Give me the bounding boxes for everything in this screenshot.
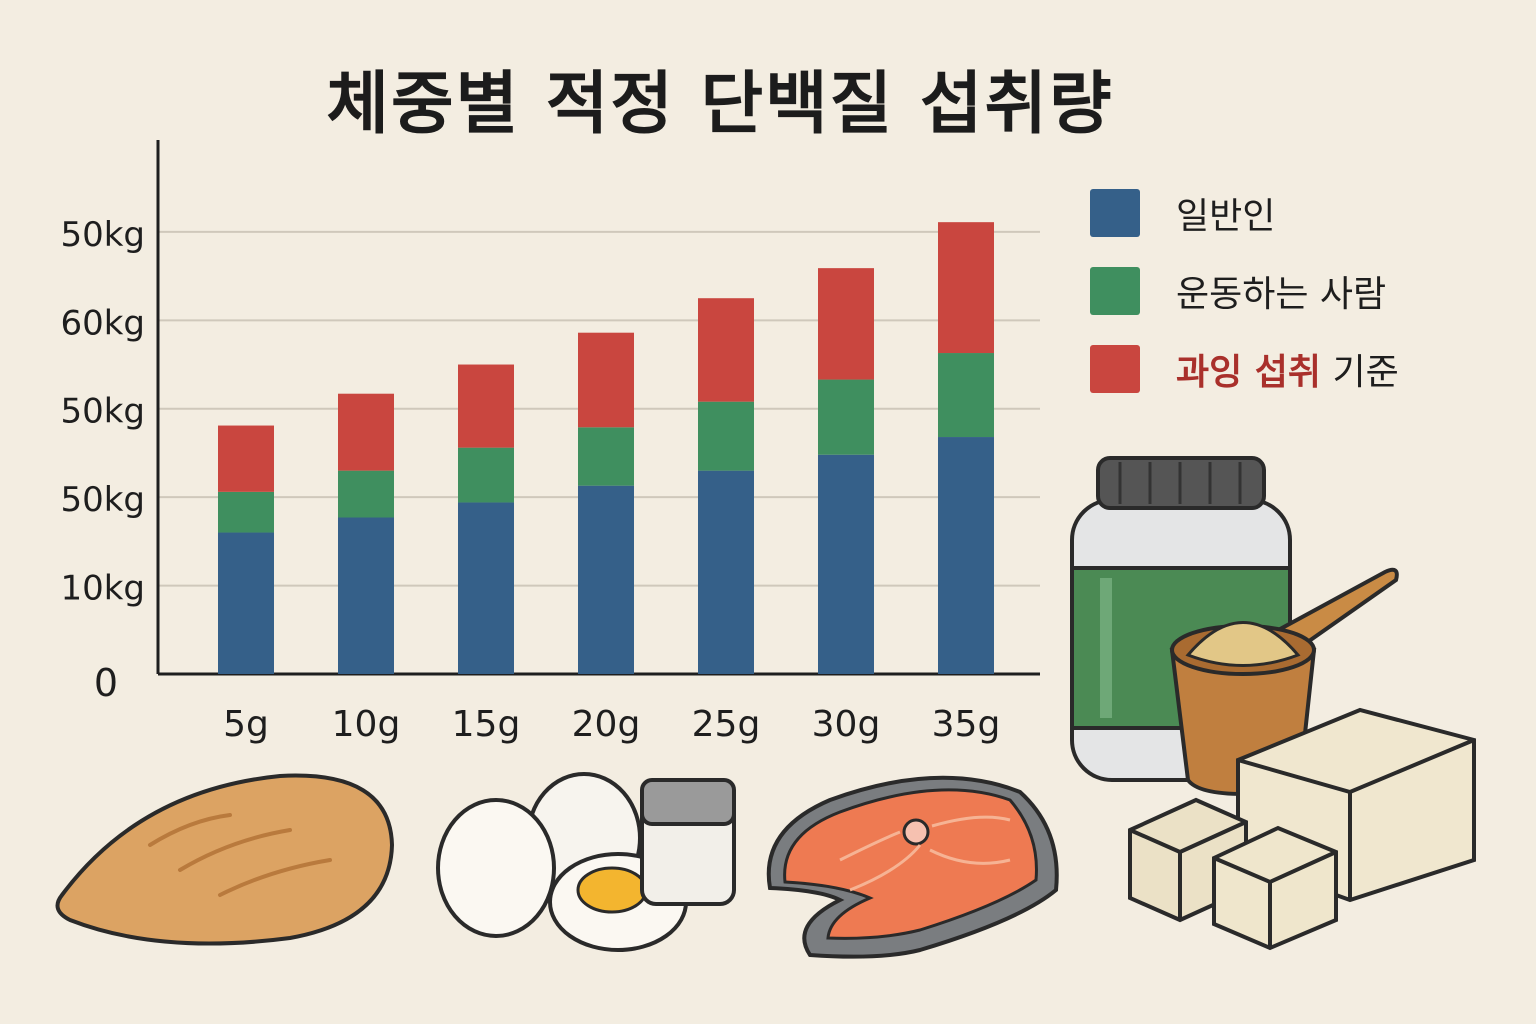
bar-segment-general bbox=[818, 454, 874, 674]
bar-segment-active bbox=[458, 447, 514, 503]
y-tick-label: 50kg bbox=[60, 480, 145, 520]
legend: 일반인 운동하는 사람 과잉 섭취 기준 bbox=[1090, 188, 1399, 422]
x-tick-label: 35g bbox=[932, 704, 1001, 745]
tofu-blocks bbox=[1128, 707, 1476, 951]
salt-shaker bbox=[640, 778, 736, 906]
legend-item-general: 일반인 bbox=[1090, 188, 1399, 238]
legend-label-excess-highlight: 과잉 섭취 bbox=[1176, 352, 1322, 393]
bar-segment-active bbox=[338, 470, 394, 518]
bar-segment-general bbox=[698, 470, 754, 674]
y-tick-label: 10kg bbox=[60, 569, 145, 609]
legend-swatch-excess bbox=[1090, 345, 1140, 393]
bar-segment-excess bbox=[458, 364, 514, 448]
y-tick-label: 0 bbox=[94, 661, 118, 705]
salmon-steak bbox=[766, 775, 1059, 959]
chicken-breast bbox=[55, 773, 395, 946]
x-tick-label: 25g bbox=[692, 704, 761, 745]
x-tick-label: 30g bbox=[812, 704, 881, 745]
bar-segment-excess bbox=[338, 393, 394, 471]
bar-segment-excess bbox=[938, 222, 994, 354]
x-tick-label: 5g bbox=[223, 704, 269, 745]
legend-item-active: 운동하는 사람 bbox=[1090, 266, 1399, 316]
bar-segment-excess bbox=[818, 268, 874, 380]
bar-segment-general bbox=[938, 437, 994, 674]
x-tick-label: 15g bbox=[452, 704, 521, 745]
eggs bbox=[436, 772, 688, 952]
stacked-bar-chart: 0 10kg 50kg 50kg 60kg 50kg 5g 10g 15g 20g 25g 30g 35… bbox=[60, 140, 1040, 745]
bar-segment-excess bbox=[218, 425, 274, 492]
legend-label-excess-rest: 기준 bbox=[1321, 352, 1399, 393]
bar-segment-general bbox=[218, 532, 274, 674]
bar-segment-general bbox=[338, 517, 394, 674]
bar-segment-excess bbox=[698, 298, 754, 402]
page-title: 체중별 적정 단백질 섭취량 bbox=[326, 65, 1114, 144]
legend-swatch-active bbox=[1090, 267, 1140, 315]
legend-label-active: 운동하는 사람 bbox=[1176, 274, 1387, 315]
y-tick-label: 50kg bbox=[60, 215, 145, 255]
legend-label-excess: 과잉 섭취 기준 bbox=[1176, 343, 1399, 395]
bar-segment-active bbox=[938, 353, 994, 438]
bar-segment-excess bbox=[578, 332, 634, 428]
bar-segment-general bbox=[458, 502, 514, 674]
bar-segment-active bbox=[818, 379, 874, 455]
bar-segment-active bbox=[578, 427, 634, 486]
x-tick-label: 10g bbox=[332, 704, 401, 745]
legend-item-excess: 과잉 섭취 기준 bbox=[1090, 344, 1399, 394]
bar-segment-general bbox=[578, 485, 634, 674]
x-tick-label: 20g bbox=[572, 704, 641, 745]
bar-segment-active bbox=[698, 401, 754, 471]
bar-segment-active bbox=[218, 491, 274, 533]
y-tick-label: 50kg bbox=[60, 392, 145, 432]
y-tick-label: 60kg bbox=[60, 303, 145, 343]
legend-swatch-general bbox=[1090, 189, 1140, 237]
legend-label-general: 일반인 bbox=[1176, 196, 1276, 237]
